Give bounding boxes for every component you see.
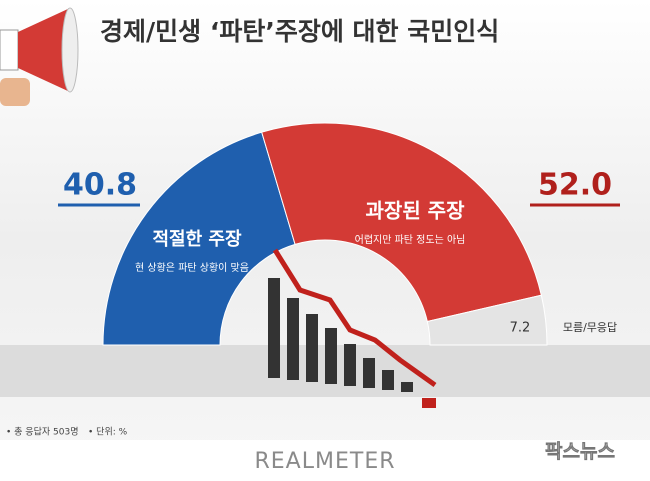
category-label: 과장된 주장 xyxy=(366,199,466,223)
footnote: • 단위: % xyxy=(88,427,128,438)
footnote: • 총 응답자 503명 xyxy=(6,426,78,438)
slice xyxy=(102,131,296,346)
megaphone-icon xyxy=(0,7,79,106)
value-label: 40.8 xyxy=(63,168,137,203)
watermark: 팍스뉴스 xyxy=(545,441,615,463)
slice xyxy=(261,122,542,323)
category-label: 적절한 주장 xyxy=(152,229,242,250)
value-label: 7.2 xyxy=(510,321,531,336)
value-label: 52.0 xyxy=(538,168,612,203)
falling-bars-illustration xyxy=(268,248,437,408)
category-description: 현 상황은 파탄 상황이 맞음 xyxy=(135,262,249,274)
footer-band xyxy=(0,440,650,481)
category-label: 모름/무응답 xyxy=(563,321,617,334)
chart-title: 경제/민생 ‘파탄’주장에 대한 국민인식 xyxy=(100,17,499,46)
brand: REALMETER xyxy=(255,449,396,474)
category-description: 어렵지만 파탄 정도는 아님 xyxy=(355,233,466,246)
slice xyxy=(426,294,548,346)
